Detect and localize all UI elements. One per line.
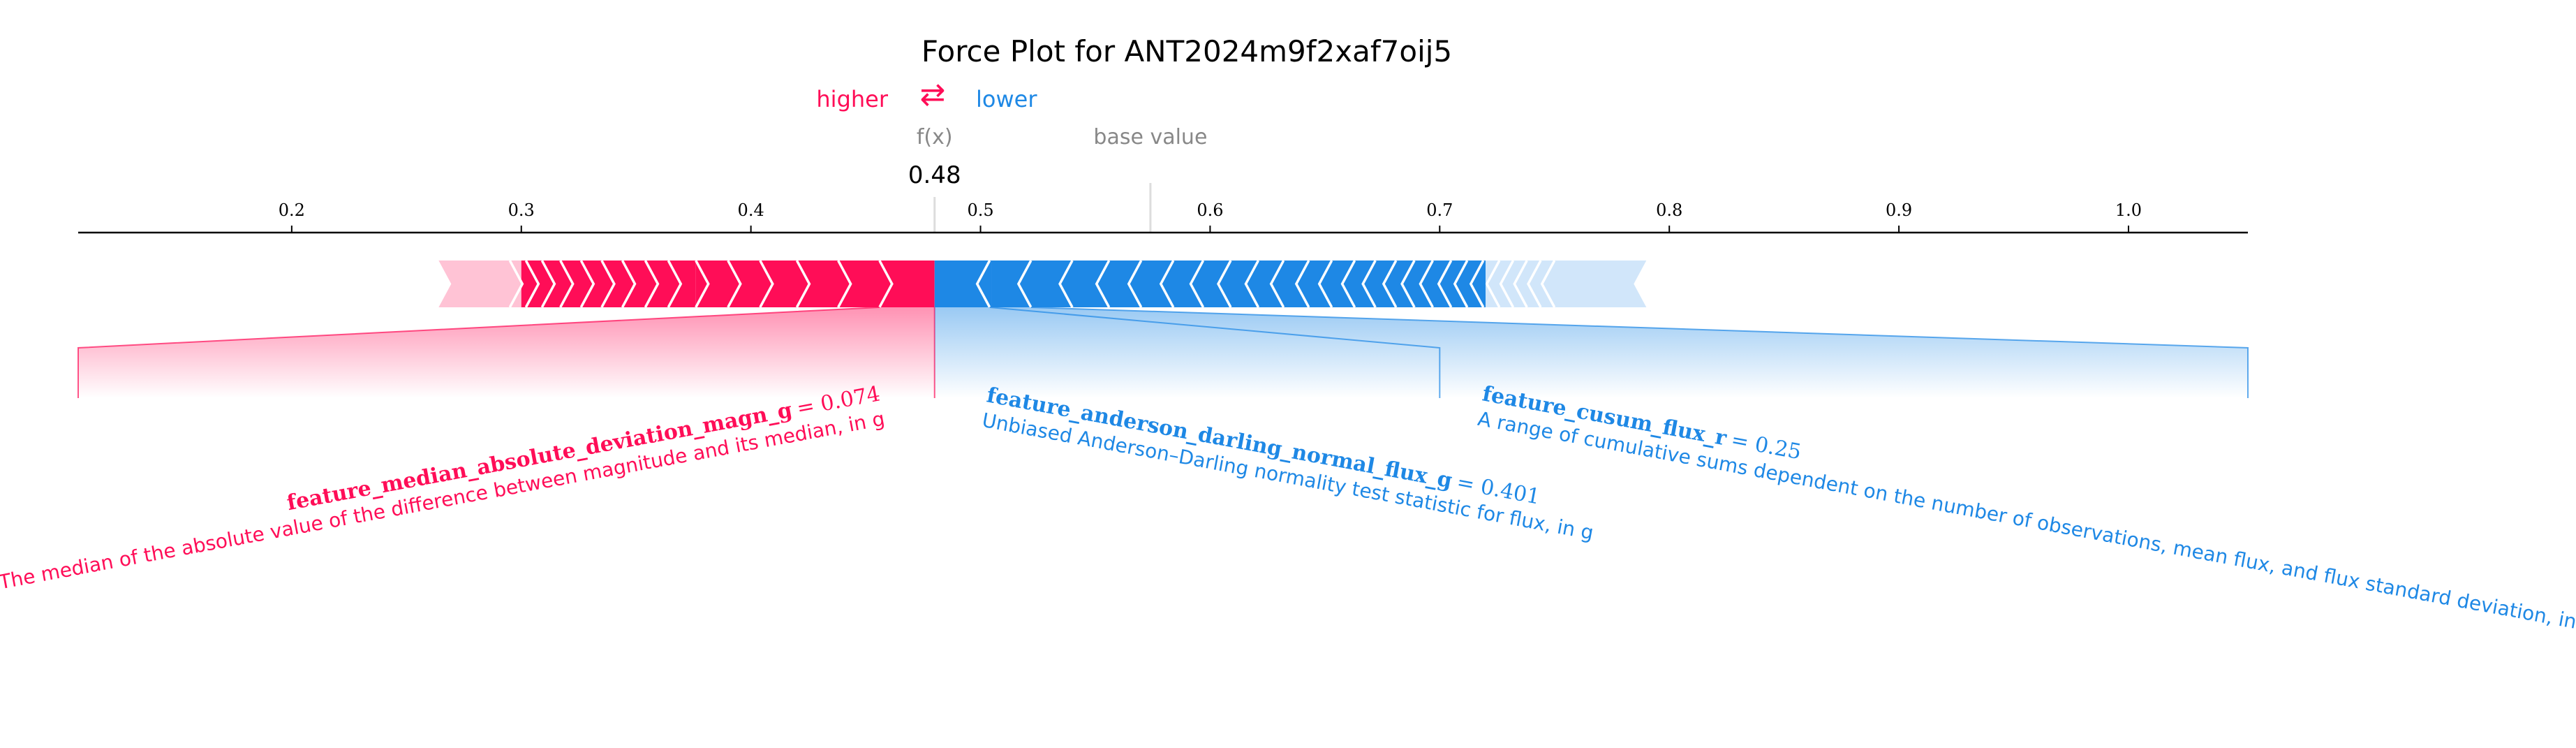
negative-separator-7 (1217, 260, 1232, 308)
x-axis: 0.2 0.3 0.4 0.5 0.6 0.7 0.8 0.9 1.0 (78, 200, 2248, 234)
negative-separator-22 (1513, 260, 1528, 308)
positive-bar-main-feature (695, 261, 935, 307)
negative-separator-0 (975, 260, 991, 308)
force-bars (438, 260, 1647, 308)
positive-separator-4 (579, 260, 595, 308)
feature-1-callout-line (989, 307, 1441, 398)
positive-separator-1 (524, 260, 540, 308)
positive-separator-11 (759, 260, 774, 308)
negative-separator-16 (1419, 260, 1434, 308)
legend-arrow-icon: ⇄ (920, 77, 946, 112)
x-tick-label-3: 0.5 (967, 200, 993, 220)
negative-separator-6 (1189, 260, 1205, 308)
negative-separator-21 (1499, 260, 1515, 308)
x-tick-label-5: 0.7 (1426, 200, 1453, 220)
negative-separator-3 (1095, 260, 1111, 308)
legend-lower: lower (976, 86, 1037, 112)
positive-separator-13 (837, 260, 852, 308)
negative-separator-15 (1400, 260, 1416, 308)
positive-separator-10 (727, 260, 742, 308)
x-tick-label-1: 0.3 (508, 200, 535, 220)
positive-separator-9 (695, 260, 710, 308)
negative-separator-12 (1340, 260, 1356, 308)
base-value-label: base value (1093, 125, 1207, 149)
feature-label-2: feature_cusum_flux_r = 0.25 A range of c… (1476, 381, 2576, 636)
negative-separator-24 (1540, 260, 1556, 308)
positive-bar-fade (438, 261, 521, 307)
negative-separator-2 (1058, 260, 1074, 308)
feature-0-description: The median of the absolute value of the … (0, 407, 887, 594)
negative-separator-8 (1244, 260, 1260, 308)
feature-label-0: feature_median_absolute_deviation_magn_g… (0, 381, 887, 594)
positive-separator-5 (600, 260, 616, 308)
negative-separator-5 (1159, 260, 1175, 308)
x-tick-label-4: 0.6 (1197, 200, 1223, 220)
feature-connectors (77, 307, 2249, 398)
positive-separator-2 (540, 260, 556, 308)
feature-0-callout-line (77, 307, 880, 398)
x-tick-label-2: 0.4 (738, 200, 764, 220)
legend-higher: higher (816, 86, 888, 112)
fx-label: f(x) (917, 125, 953, 149)
positive-separator-12 (795, 260, 811, 308)
feature-2-callout-line (1030, 307, 2249, 398)
negative-separator-19 (1469, 260, 1485, 308)
negative-callout-fill (934, 307, 2248, 398)
negative-separator-14 (1382, 260, 1398, 308)
chart-title: Force Plot for ANT2024m9f2xaf7oij5 (921, 34, 1452, 68)
negative-separator-23 (1527, 260, 1542, 308)
negative-bar-small-features (991, 261, 1486, 307)
negative-bar-fade (1486, 261, 1647, 307)
negative-separator-4 (1127, 260, 1143, 308)
positive-separator-0 (508, 260, 524, 308)
guide-lines (933, 183, 1152, 233)
negative-bar-main-feature (934, 261, 992, 307)
negative-separator-9 (1269, 260, 1285, 308)
feature-0-callout-fill (78, 307, 935, 398)
positive-separator-7 (644, 260, 660, 308)
positive-separator-14 (878, 260, 894, 308)
positive-bar-small-features (521, 261, 696, 307)
fx-value: 0.48 (908, 161, 961, 189)
positive-separator-3 (559, 260, 575, 308)
negative-separator-11 (1317, 260, 1333, 308)
feature-2-description: A range of cumulative sums dependent on … (1476, 407, 2576, 636)
positive-separator-8 (667, 260, 683, 308)
x-tick-label-0: 0.2 (279, 200, 305, 220)
x-tick-label-6: 0.8 (1656, 200, 1682, 220)
negative-separator-13 (1361, 260, 1377, 308)
negative-separator-10 (1294, 260, 1310, 308)
x-tick-label-8: 1.0 (2115, 200, 2142, 220)
feature-0-line: feature_median_absolute_deviation_magn_g… (285, 381, 882, 515)
x-tick-label-7: 0.9 (1886, 200, 1912, 220)
negative-separator-1 (1016, 260, 1032, 308)
negative-separator-20 (1485, 260, 1501, 308)
positive-separator-6 (621, 260, 637, 308)
negative-separator-17 (1437, 260, 1453, 308)
negative-separator-18 (1453, 260, 1469, 308)
